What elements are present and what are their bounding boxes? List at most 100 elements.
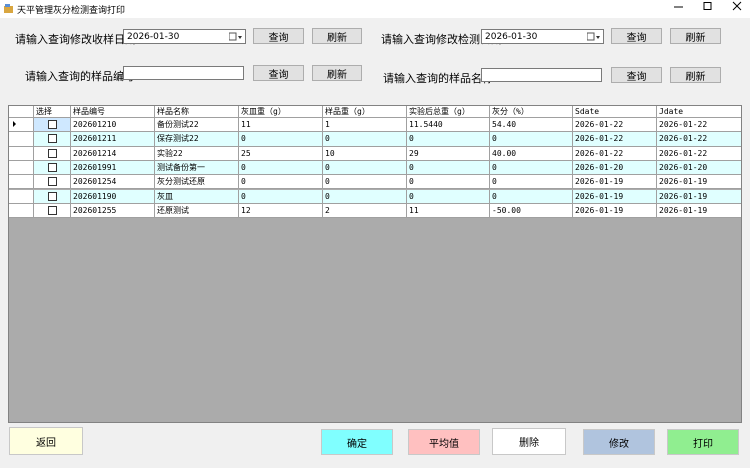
cell: 0	[407, 132, 490, 147]
cell: 2026-01-22	[657, 118, 741, 133]
checkbox-cell[interactable]	[34, 175, 71, 190]
row-header[interactable]	[9, 146, 34, 161]
checkbox[interactable]	[36, 190, 70, 203]
refresh-button[interactable]: 刷新	[312, 28, 362, 44]
text-input[interactable]	[123, 66, 244, 80]
query-button[interactable]: 查询	[253, 65, 304, 81]
row-header[interactable]	[9, 203, 34, 219]
row-header[interactable]	[9, 175, 34, 190]
cell: 0	[323, 132, 407, 147]
column-header: 实验后总重（g）	[407, 106, 490, 118]
refresh-button[interactable]: 刷新	[312, 65, 362, 81]
cell: 0	[323, 175, 407, 190]
cell: 202601214	[71, 146, 155, 161]
delete-button[interactable]: 删除	[492, 428, 566, 455]
date-picker[interactable]: 2026-01-30	[123, 29, 246, 44]
checkbox-cell[interactable]	[34, 203, 71, 219]
dropdown-icon	[587, 32, 600, 41]
cell: 202601190	[71, 189, 155, 204]
cell: 实验22	[155, 146, 239, 161]
column-header: 样品重（g）	[323, 106, 407, 118]
checkbox[interactable]	[36, 132, 70, 145]
column-header: 选择	[34, 106, 71, 118]
row-header-corner	[9, 106, 34, 118]
cell: 202601254	[71, 175, 155, 190]
refresh-button[interactable]: 刷新	[670, 28, 721, 44]
cell: 202601210	[71, 118, 155, 133]
cell: 40.00	[490, 146, 573, 161]
cell: 11.5440	[407, 118, 490, 133]
checkbox-cell[interactable]	[34, 132, 71, 147]
back-button[interactable]: 返回	[9, 427, 83, 455]
cell: 2	[323, 203, 407, 219]
modify-button[interactable]: 修改	[583, 429, 655, 455]
checkbox[interactable]	[36, 175, 70, 188]
date-picker[interactable]: 2026-01-30	[481, 29, 604, 44]
cell: 0	[407, 175, 490, 190]
query-button[interactable]: 查询	[611, 67, 662, 83]
checkbox-cell[interactable]	[34, 146, 71, 161]
cell: 2026-01-19	[657, 175, 741, 190]
checkbox[interactable]	[36, 118, 70, 131]
cell: 0	[239, 132, 323, 147]
cell: 2026-01-19	[573, 175, 657, 190]
checkbox[interactable]	[36, 147, 70, 160]
column-header: Jdate	[657, 106, 741, 118]
cell: 54.40	[490, 118, 573, 133]
app-icon	[4, 4, 13, 13]
checkbox[interactable]	[36, 161, 70, 174]
column-header: 灰皿重（g）	[239, 106, 323, 118]
column-header: 灰分（%）	[490, 106, 573, 118]
cell: 0	[490, 132, 573, 147]
cell: 29	[407, 146, 490, 161]
cell: 0	[407, 189, 490, 204]
cell: 灰分测试还原	[155, 175, 239, 190]
confirm-button[interactable]: 确定	[321, 429, 393, 455]
cell: 保存测试22	[155, 132, 239, 147]
cell: 2026-01-22	[573, 146, 657, 161]
column-header: 样品编号	[71, 106, 155, 118]
cell: 202601255	[71, 203, 155, 219]
row-header[interactable]	[9, 189, 34, 204]
cell: 202601991	[71, 160, 155, 176]
cell: 2026-01-22	[573, 118, 657, 133]
cell: 2026-01-22	[573, 132, 657, 147]
cell: 2026-01-22	[657, 132, 741, 147]
cell: 还原测试	[155, 203, 239, 219]
cell: 0	[490, 189, 573, 204]
checkbox-cell[interactable]	[34, 189, 71, 204]
cell: 2026-01-20	[657, 160, 741, 176]
window-title: 天平管理灰分检测查询打印	[17, 6, 126, 16]
column-header: Sdate	[573, 106, 657, 118]
row-header[interactable]	[9, 160, 34, 176]
title-bar: 天平管理灰分检测查询打印	[0, 0, 750, 18]
label: 请输入查询的样品编号	[25, 70, 135, 83]
cell: 0	[323, 160, 407, 176]
row-header[interactable]	[9, 118, 34, 133]
cell: 灰皿	[155, 189, 239, 204]
cell: 0	[239, 189, 323, 204]
cell: 11	[239, 118, 323, 133]
label: 请输入查询的样品名称	[383, 72, 493, 85]
query-button[interactable]: 查询	[611, 28, 662, 44]
checkbox-cell[interactable]	[34, 118, 71, 133]
label: 请输入查询修改收样日期	[15, 33, 136, 46]
refresh-button[interactable]: 刷新	[670, 67, 721, 83]
cell: 2026-01-19	[573, 189, 657, 204]
checkbox[interactable]	[36, 204, 70, 217]
cell: 0	[407, 160, 490, 176]
query-button[interactable]: 查询	[253, 28, 304, 44]
print-button[interactable]: 打印	[667, 429, 739, 455]
window-controls[interactable]	[660, 0, 750, 18]
average-button[interactable]: 平均值	[408, 429, 480, 455]
cell: 1	[323, 118, 407, 133]
text-input[interactable]	[481, 68, 602, 82]
column-header: 样品名称	[155, 106, 239, 118]
cell: 备份测试22	[155, 118, 239, 133]
row-header[interactable]	[9, 132, 34, 147]
cell: -50.00	[490, 203, 573, 219]
cell: 2026-01-19	[657, 203, 741, 219]
checkbox-cell[interactable]	[34, 160, 71, 176]
cell: 2026-01-19	[657, 189, 741, 204]
